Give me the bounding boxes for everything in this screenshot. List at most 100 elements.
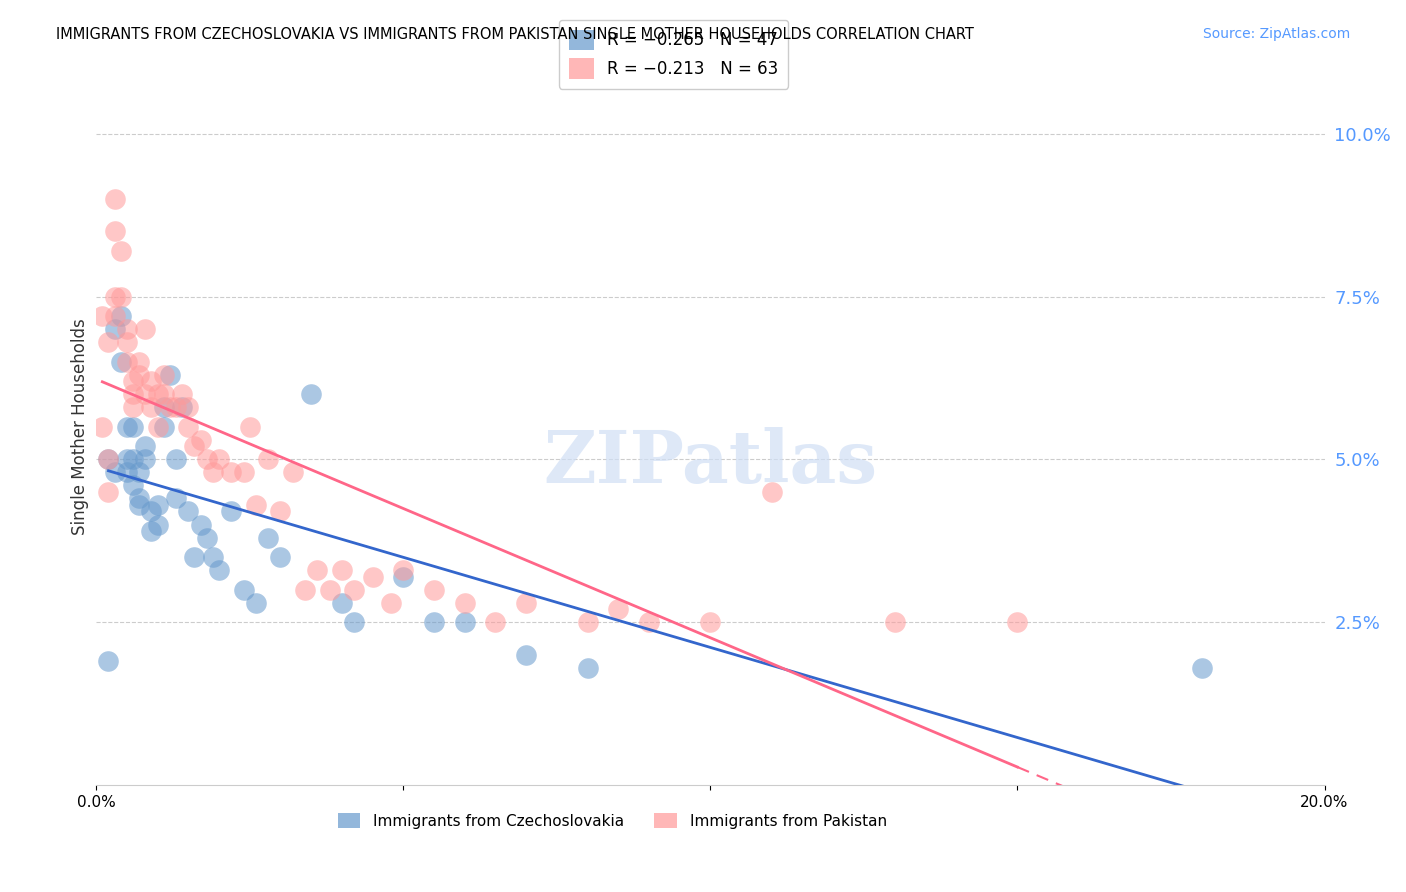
Point	[128, 491, 150, 506]
Point	[115, 354, 138, 368]
Point	[141, 524, 163, 538]
Point	[392, 563, 415, 577]
Point	[122, 478, 145, 492]
Point	[104, 466, 127, 480]
Point	[361, 569, 384, 583]
Point	[97, 485, 120, 500]
Point	[97, 452, 120, 467]
Point	[110, 309, 132, 323]
Point	[115, 452, 138, 467]
Point	[128, 368, 150, 382]
Point	[110, 244, 132, 258]
Point	[152, 387, 174, 401]
Point	[423, 615, 446, 630]
Point	[201, 466, 224, 480]
Point	[128, 354, 150, 368]
Point	[380, 596, 402, 610]
Point	[141, 504, 163, 518]
Point	[177, 504, 200, 518]
Point	[152, 368, 174, 382]
Point	[91, 419, 114, 434]
Point	[208, 563, 231, 577]
Point	[115, 322, 138, 336]
Point	[91, 309, 114, 323]
Point	[269, 504, 291, 518]
Point	[269, 550, 291, 565]
Point	[1191, 661, 1213, 675]
Point	[454, 615, 477, 630]
Point	[454, 596, 477, 610]
Y-axis label: Single Mother Households: Single Mother Households	[72, 318, 89, 535]
Text: ZIPatlas: ZIPatlas	[543, 427, 877, 498]
Point	[152, 401, 174, 415]
Point	[97, 654, 120, 668]
Point	[115, 419, 138, 434]
Point	[146, 498, 169, 512]
Point	[1007, 615, 1029, 630]
Text: IMMIGRANTS FROM CZECHOSLOVAKIA VS IMMIGRANTS FROM PAKISTAN SINGLE MOTHER HOUSEHO: IMMIGRANTS FROM CZECHOSLOVAKIA VS IMMIGR…	[56, 27, 974, 42]
Point	[122, 401, 145, 415]
Point	[104, 309, 127, 323]
Point	[122, 374, 145, 388]
Point	[343, 582, 366, 597]
Point	[152, 419, 174, 434]
Point	[183, 550, 205, 565]
Point	[146, 517, 169, 532]
Legend: Immigrants from Czechoslovakia, Immigrants from Pakistan: Immigrants from Czechoslovakia, Immigran…	[332, 806, 893, 835]
Point	[294, 582, 316, 597]
Point	[134, 439, 156, 453]
Point	[423, 582, 446, 597]
Point	[177, 419, 200, 434]
Point	[122, 387, 145, 401]
Point	[576, 615, 599, 630]
Point	[165, 452, 187, 467]
Point	[515, 596, 537, 610]
Point	[190, 433, 212, 447]
Point	[221, 466, 243, 480]
Point	[245, 596, 267, 610]
Point	[208, 452, 231, 467]
Point	[318, 582, 340, 597]
Point	[257, 531, 280, 545]
Point	[239, 419, 262, 434]
Point	[146, 419, 169, 434]
Point	[134, 322, 156, 336]
Point	[281, 466, 304, 480]
Point	[159, 401, 181, 415]
Point	[104, 192, 127, 206]
Point	[883, 615, 905, 630]
Point	[122, 419, 145, 434]
Point	[172, 387, 194, 401]
Point	[104, 322, 127, 336]
Point	[97, 452, 120, 467]
Point	[699, 615, 721, 630]
Point	[245, 498, 267, 512]
Point	[307, 563, 329, 577]
Text: Source: ZipAtlas.com: Source: ZipAtlas.com	[1202, 27, 1350, 41]
Point	[299, 387, 322, 401]
Point	[343, 615, 366, 630]
Point	[122, 452, 145, 467]
Point	[141, 374, 163, 388]
Point	[232, 582, 254, 597]
Point	[115, 335, 138, 350]
Point	[330, 596, 353, 610]
Point	[183, 439, 205, 453]
Point	[177, 401, 200, 415]
Point	[761, 485, 783, 500]
Point	[165, 491, 187, 506]
Point	[330, 563, 353, 577]
Point	[104, 289, 127, 303]
Point	[190, 517, 212, 532]
Point	[576, 661, 599, 675]
Point	[97, 335, 120, 350]
Point	[128, 466, 150, 480]
Point	[141, 401, 163, 415]
Point	[232, 466, 254, 480]
Point	[201, 550, 224, 565]
Point	[146, 387, 169, 401]
Point	[115, 466, 138, 480]
Point	[104, 224, 127, 238]
Point	[159, 368, 181, 382]
Point	[484, 615, 506, 630]
